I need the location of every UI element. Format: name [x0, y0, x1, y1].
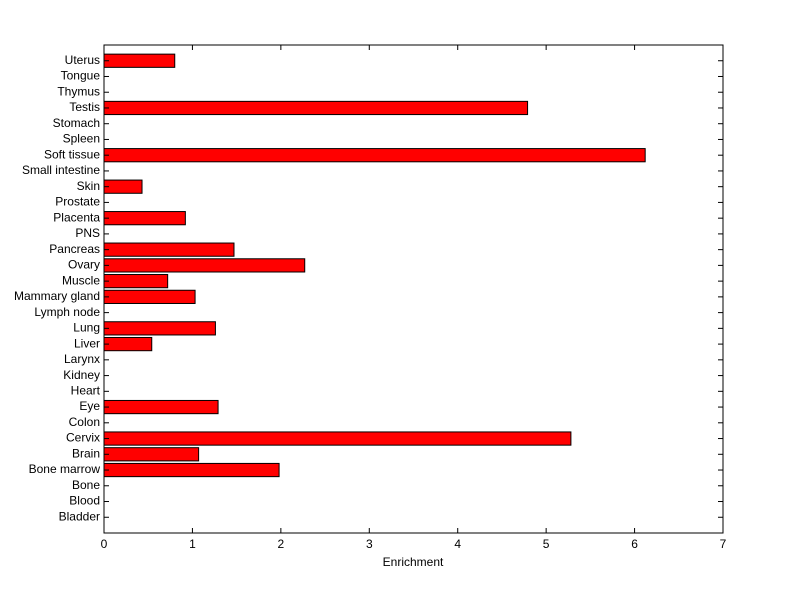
bar — [103, 100, 529, 116]
y-tick-label: Tongue — [61, 69, 101, 83]
y-tick-label: Soft tissue — [44, 147, 100, 161]
y-tick-label: Ovary — [68, 258, 100, 272]
bar — [103, 462, 280, 478]
y-tick-label: Eye — [79, 399, 100, 413]
y-tick-label: Uterus — [65, 53, 100, 67]
x-tick-label: 3 — [366, 537, 373, 551]
bar — [103, 289, 196, 304]
y-tick-label: Thymus — [57, 84, 100, 98]
y-tick-label: Bone marrow — [29, 462, 101, 476]
y-tick-label: Pancreas — [49, 242, 100, 256]
y-tick-label: Colon — [69, 415, 100, 429]
y-tick-label: Larynx — [64, 352, 100, 366]
x-tick-label: 1 — [189, 537, 196, 551]
y-tick-label: Cervix — [66, 431, 100, 445]
x-axis-label: Enrichment — [383, 555, 444, 569]
bar — [103, 274, 169, 289]
x-tick-label: 7 — [720, 537, 727, 551]
y-tick-label: Placenta — [53, 210, 100, 224]
y-tick-label: Spleen — [63, 132, 100, 146]
bar — [103, 211, 186, 226]
bar — [103, 336, 153, 352]
y-tick-label: Muscle — [62, 273, 100, 287]
y-tick-label: Testis — [69, 100, 100, 114]
y-tick-label: Small intestine — [22, 163, 100, 177]
y-tick-label: Mammary gland — [14, 289, 100, 303]
y-tick-label: Stomach — [53, 116, 100, 130]
bar — [103, 258, 306, 273]
y-tick-label: Prostate — [55, 195, 100, 209]
y-tick-label: Kidney — [63, 368, 100, 382]
x-tick-label: 6 — [631, 537, 638, 551]
x-tick-label: 2 — [278, 537, 285, 551]
bar — [103, 447, 200, 462]
y-tick-label: Heart — [71, 383, 101, 397]
y-tick-label: Lung — [73, 321, 100, 335]
bar — [103, 321, 216, 336]
bar — [103, 179, 143, 194]
x-tick-label: 0 — [101, 537, 108, 551]
y-tick-label: Bladder — [59, 509, 100, 523]
y-tick-label: PNS — [75, 226, 100, 240]
y-tick-label: Brain — [72, 446, 100, 460]
bar — [103, 431, 572, 446]
bar — [103, 148, 646, 163]
bar — [103, 242, 235, 257]
plot-frame — [103, 44, 724, 534]
y-tick-label: Liver — [74, 336, 100, 350]
bar — [103, 399, 219, 415]
y-tick-label: Blood — [69, 494, 100, 508]
x-tick-label: 4 — [454, 537, 461, 551]
x-tick-label: 5 — [543, 537, 550, 551]
bar — [103, 53, 176, 68]
y-tick-label: Lymph node — [34, 305, 100, 319]
y-tick-label: Skin — [77, 179, 100, 193]
y-tick-label: Bone — [72, 478, 100, 492]
